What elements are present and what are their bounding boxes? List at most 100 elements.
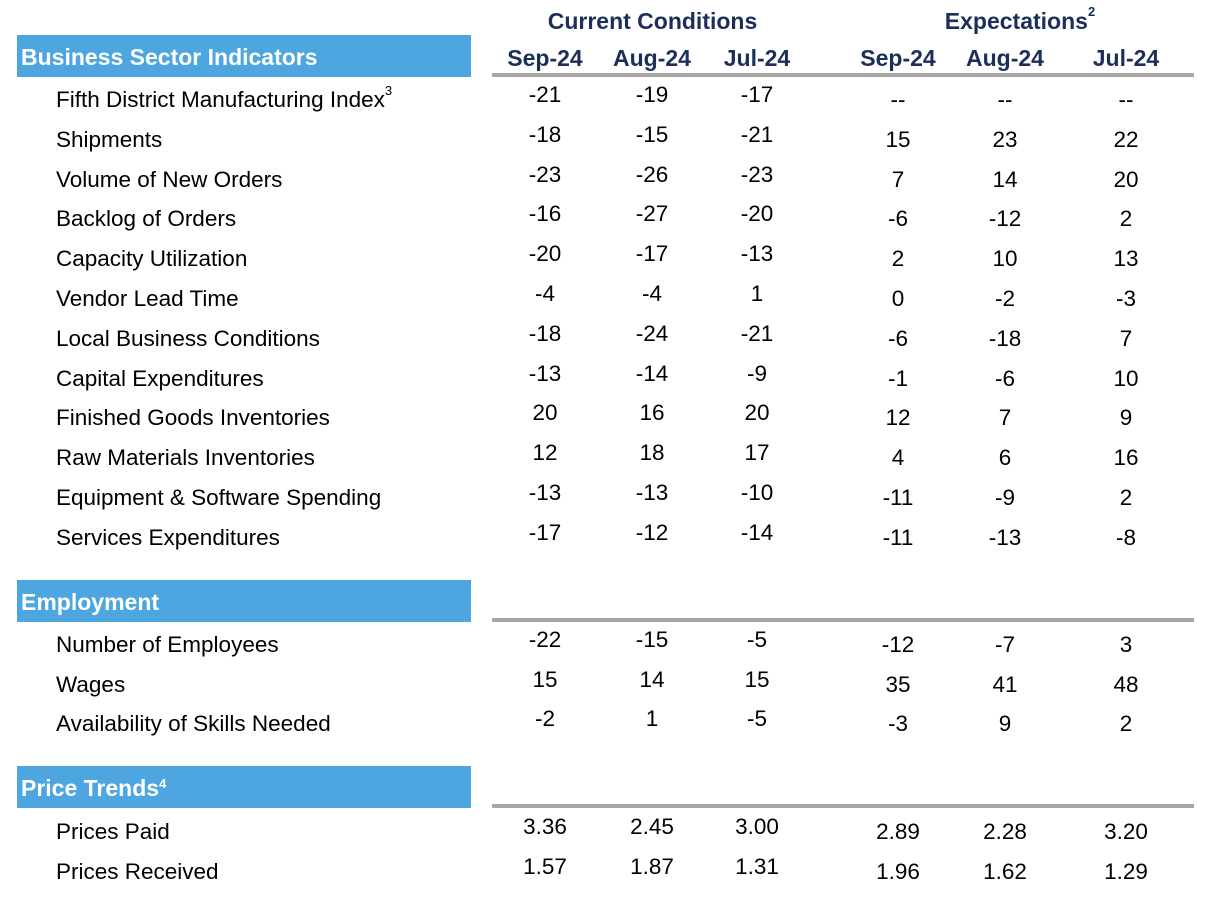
expectation-value: 2 bbox=[1119, 206, 1133, 232]
row-label-text: Availability of Skills Needed bbox=[56, 711, 331, 737]
expectation-value: 14 bbox=[992, 166, 1018, 192]
row-label-text: Wages bbox=[56, 671, 126, 697]
row-label-text: Volume of New Orders bbox=[56, 166, 283, 192]
current-value: -13 bbox=[635, 480, 669, 505]
current-value: 14 bbox=[639, 666, 665, 692]
expectation-value: 2.89 bbox=[876, 819, 920, 844]
expectation-value: -6 bbox=[994, 365, 1015, 391]
row-label-text: Backlog of Orders bbox=[56, 206, 237, 232]
current-value: 12 bbox=[532, 440, 558, 466]
expectation-value: 7 bbox=[1119, 325, 1133, 351]
expectation-value: 9 bbox=[998, 711, 1012, 737]
current-value: -21 bbox=[528, 82, 562, 107]
section-header: Employment bbox=[17, 580, 471, 622]
current-value: -17 bbox=[528, 519, 562, 545]
current-value: -14 bbox=[740, 519, 774, 545]
row-label: Services Expenditures bbox=[56, 525, 280, 551]
expectation-value: -6 bbox=[887, 325, 908, 351]
current-value: -22 bbox=[528, 627, 562, 652]
row-label: Fifth District Manufacturing Index3 bbox=[56, 83, 392, 113]
expectation-value: -11 bbox=[882, 524, 914, 550]
current-value: -15 bbox=[635, 121, 669, 147]
footnote-marker: 4 bbox=[159, 776, 167, 791]
expectation-value: 1.62 bbox=[983, 858, 1027, 884]
expectation-value: 7 bbox=[891, 166, 905, 192]
current-value: 15 bbox=[744, 666, 770, 692]
row-label-text: Prices Paid bbox=[56, 819, 170, 844]
current-value: -5 bbox=[746, 706, 767, 732]
expectation-value: -12 bbox=[881, 632, 915, 657]
footnote-marker: 3 bbox=[384, 83, 393, 98]
expectation-value: 22 bbox=[1113, 126, 1139, 152]
expectation-value: -9 bbox=[994, 485, 1015, 510]
expectation-value: 4 bbox=[891, 445, 905, 471]
current-value: 3.00 bbox=[735, 814, 779, 839]
expectation-value: 16 bbox=[1113, 445, 1139, 471]
section-header: Business Sector Indicators bbox=[17, 35, 471, 77]
expectation-value: 12 bbox=[885, 405, 911, 431]
current-value: -18 bbox=[528, 320, 562, 346]
month-header: Sep-24 bbox=[860, 45, 936, 71]
current-value: -23 bbox=[740, 161, 774, 187]
expectation-value: -- bbox=[1118, 87, 1134, 112]
current-value: -2 bbox=[534, 706, 555, 732]
row-label-text: Services Expenditures bbox=[56, 524, 280, 550]
current-value: -17 bbox=[635, 241, 669, 267]
row-label-text: Fifth District Manufacturing Index bbox=[56, 87, 385, 112]
expectation-value: -- bbox=[890, 87, 906, 112]
row-label-text: Finished Goods Inventories bbox=[56, 405, 330, 431]
section-divider bbox=[492, 73, 1194, 77]
expectation-value: -8 bbox=[1115, 524, 1136, 550]
expectation-value: 2 bbox=[1119, 485, 1133, 510]
expectation-value: -2 bbox=[994, 286, 1015, 311]
row-label: Prices Paid bbox=[56, 819, 170, 845]
expectation-value: 2 bbox=[891, 246, 905, 272]
expectation-value: -18 bbox=[988, 325, 1022, 351]
current-value: -5 bbox=[746, 627, 767, 652]
section-title: Employment bbox=[21, 589, 160, 615]
expectation-value: 15 bbox=[885, 126, 911, 152]
row-label: Equipment & Software Spending bbox=[56, 485, 381, 511]
expectation-value: 23 bbox=[992, 126, 1018, 152]
expectation-value: -13 bbox=[988, 524, 1022, 550]
month-header: Jul-24 bbox=[1092, 45, 1160, 71]
current-conditions-text: Current Conditions bbox=[547, 8, 758, 34]
expectation-value: -6 bbox=[887, 206, 908, 232]
expectation-value: 35 bbox=[885, 671, 911, 697]
expectations-heading: Expectations2 bbox=[900, 4, 1140, 35]
current-value: -21 bbox=[740, 121, 774, 147]
row-label: Backlog of Orders bbox=[56, 206, 236, 232]
current-value: -17 bbox=[740, 82, 774, 107]
expectation-value: 10 bbox=[992, 246, 1018, 272]
current-value: 1.87 bbox=[630, 853, 674, 879]
footnote-marker: 2 bbox=[1087, 4, 1096, 19]
row-label-text: Equipment & Software Spending bbox=[56, 485, 382, 510]
current-value: 1.31 bbox=[735, 853, 779, 879]
row-label: Vendor Lead Time bbox=[56, 286, 239, 312]
expectations-text: Expectations bbox=[944, 8, 1088, 34]
current-value: -13 bbox=[740, 241, 774, 267]
month-header: Sep-24 bbox=[507, 45, 583, 71]
row-label: Shipments bbox=[56, 127, 162, 153]
expectation-value: 1.96 bbox=[876, 858, 920, 884]
row-label-text: Local Business Conditions bbox=[56, 325, 320, 351]
month-header: Aug-24 bbox=[966, 45, 1044, 71]
row-label: Prices Received bbox=[56, 859, 219, 885]
row-label-text: Raw Materials Inventories bbox=[56, 445, 315, 471]
expectation-value: 41 bbox=[992, 671, 1018, 697]
row-label-text: Number of Employees bbox=[56, 632, 279, 657]
section-divider bbox=[492, 618, 1194, 622]
expectation-value: -- bbox=[997, 87, 1013, 112]
expectation-value: -3 bbox=[1115, 286, 1136, 311]
current-value: -26 bbox=[635, 161, 669, 187]
expectation-value: 13 bbox=[1113, 246, 1139, 272]
row-label: Volume of New Orders bbox=[56, 167, 282, 193]
row-label: Local Business Conditions bbox=[56, 326, 320, 352]
month-header: Aug-24 bbox=[613, 45, 691, 71]
current-value: -10 bbox=[740, 480, 774, 505]
row-label: Raw Materials Inventories bbox=[56, 445, 315, 471]
current-value: -20 bbox=[528, 241, 562, 267]
current-value: 1 bbox=[645, 706, 659, 732]
current-value: -9 bbox=[746, 360, 767, 386]
row-label: Number of Employees bbox=[56, 632, 279, 658]
